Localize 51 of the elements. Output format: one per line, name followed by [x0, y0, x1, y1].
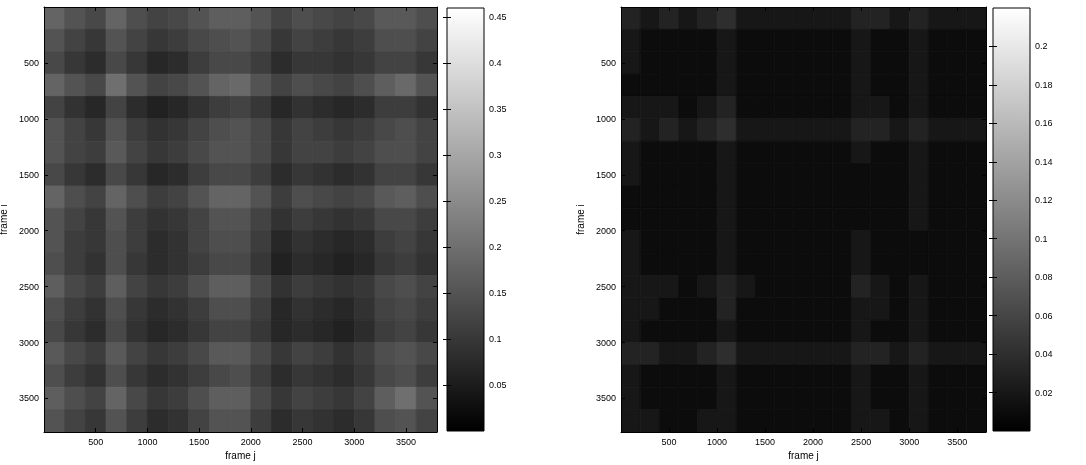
x-tick-label: 3000 — [344, 436, 365, 447]
y-tick-label: 500 — [600, 57, 616, 68]
x-tick-label: 1500 — [189, 436, 210, 447]
y-tick-label: 1500 — [18, 169, 39, 180]
color-bar-label: 0.1 — [489, 334, 502, 345]
color-bar-label: 0.3 — [489, 150, 502, 161]
color-bar-label: 0.1 — [1035, 233, 1048, 244]
color-bar-label: 0.08 — [1035, 272, 1053, 283]
y-axis-title: frame i — [574, 204, 586, 235]
x-tick-label: 2000 — [803, 436, 824, 447]
y-tick-label: 500 — [23, 57, 39, 68]
x-tick-label: 500 — [88, 436, 104, 447]
x-axis-title: frame j — [225, 450, 256, 462]
color-bar-label: 0.04 — [1035, 349, 1053, 360]
y-tick-label: 3500 — [595, 393, 616, 404]
color-bar-label: 0.14 — [1035, 156, 1053, 167]
color-bar-label: 0.2 — [1035, 41, 1048, 52]
color-bar-label: 0.15 — [489, 288, 507, 299]
color-bar-label: 0.35 — [489, 104, 507, 115]
x-tick-label: 2500 — [851, 436, 872, 447]
x-axis-title: frame j — [788, 450, 819, 462]
y-axis-title: frame i — [0, 204, 9, 235]
x-tick-label: 2500 — [292, 436, 313, 447]
y-tick-label: 1000 — [595, 113, 616, 124]
color-bar-label: 0.25 — [489, 196, 507, 207]
y-tick-label: 3000 — [595, 337, 616, 348]
y-tick-label: 2500 — [595, 281, 616, 292]
x-tick-label: 3500 — [947, 436, 968, 447]
color-bar-label: 0.06 — [1035, 310, 1053, 321]
color-bar-label: 0.12 — [1035, 195, 1053, 206]
color-bar-label: 0.02 — [1035, 387, 1053, 398]
color-bar-label: 0.16 — [1035, 118, 1053, 129]
y-tick-label: 2500 — [18, 281, 39, 292]
color-bar-label: 0.4 — [489, 58, 502, 69]
y-tick-label: 1500 — [595, 169, 616, 180]
color-bar-label: 0.05 — [489, 380, 507, 391]
color-bar-label: 0.2 — [489, 242, 502, 253]
y-tick-label: 1000 — [18, 113, 39, 124]
x-tick-label: 500 — [661, 436, 677, 447]
color-bar-label: 0.45 — [489, 12, 507, 23]
x-tick-label: 2000 — [240, 436, 261, 447]
color-bar-label: 0.18 — [1035, 79, 1053, 90]
x-tick-label: 1000 — [137, 436, 158, 447]
y-tick-label: 3000 — [18, 337, 39, 348]
x-tick-label: 3000 — [899, 436, 920, 447]
y-tick-label: 3500 — [18, 393, 39, 404]
x-tick-label: 1000 — [707, 436, 728, 447]
y-tick-label: 2000 — [18, 225, 39, 236]
x-tick-label: 1500 — [755, 436, 776, 447]
x-tick-label: 3500 — [395, 436, 416, 447]
y-tick-label: 2000 — [595, 225, 616, 236]
